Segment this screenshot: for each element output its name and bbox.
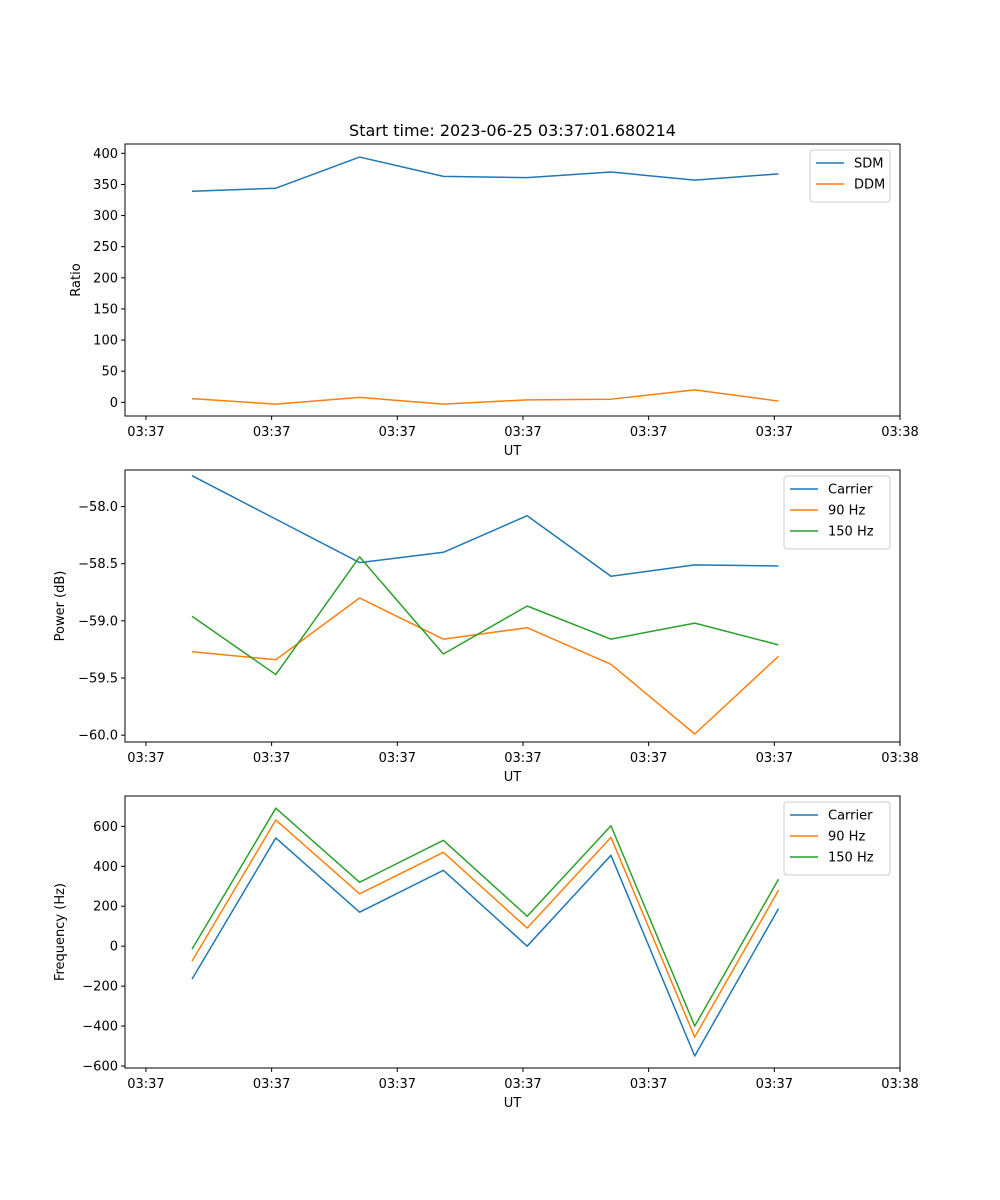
x-tick-label: 03:37	[630, 751, 667, 766]
x-tick-label: 03:37	[504, 751, 541, 766]
y-tick-label: 400	[93, 147, 118, 162]
x-tick-label: 03:37	[756, 1077, 793, 1092]
y-tick-label: −58.5	[78, 557, 118, 572]
x-tick-label: 03:37	[127, 751, 164, 766]
x-tick-label: 03:37	[379, 751, 416, 766]
x-tick-label: 03:37	[253, 751, 290, 766]
chart-panel-1: 03:37 03:37 03:37 03:37 03:37 03:37 03:38 0 50 10…	[69, 121, 919, 459]
x-axis-label: UT	[504, 1096, 522, 1111]
series-line-90-hz	[191, 819, 780, 1038]
x-axis-label: UT	[504, 444, 522, 459]
y-tick-label: 200	[93, 900, 118, 915]
y-tick-label: 350	[93, 178, 118, 193]
y-tick-label: 150	[93, 302, 118, 317]
x-tick-label: 03:37	[127, 425, 164, 440]
x-tick-label: 03:37	[253, 1077, 290, 1092]
x-tick-label: 03:38	[881, 1077, 918, 1092]
series-line-carrier	[191, 475, 779, 578]
y-tick-label: −600	[82, 1060, 118, 1075]
x-tick-label: 03:37	[379, 425, 416, 440]
y-tick-label: −58.0	[78, 500, 118, 515]
chart-title: Start time: 2023-06-25 03:37:01.680214	[349, 121, 676, 140]
legend-label: Carrier	[828, 809, 873, 824]
y-axis-label: Ratio	[69, 263, 84, 296]
series-line-150-hz	[191, 556, 779, 676]
y-tick-label: 50	[101, 365, 118, 380]
y-tick-label: −59.0	[78, 614, 118, 629]
x-tick-label: 03:37	[756, 425, 793, 440]
x-tick-label: 03:38	[881, 425, 918, 440]
chart-panel-3: 03:37 03:37 03:37 03:37 03:37 03:37 03:38 −600 −…	[53, 795, 919, 1111]
x-tick-label: 03:37	[756, 751, 793, 766]
legend-label: SDM	[854, 157, 883, 172]
y-tick-label: 600	[93, 820, 118, 835]
y-tick-label: −59.5	[78, 672, 118, 687]
axes-frame	[124, 469, 901, 743]
y-tick-label: 0	[110, 940, 118, 955]
x-tick-label: 03:37	[630, 1077, 667, 1092]
x-tick-label: 03:37	[504, 425, 541, 440]
y-tick-label: 0	[110, 396, 118, 411]
y-tick-label: −200	[82, 980, 118, 995]
series-line-150-hz	[191, 807, 780, 1027]
axes-frame	[124, 143, 901, 417]
y-tick-label: 200	[93, 271, 118, 286]
series-line-ddm	[191, 389, 779, 405]
legend-label: 150 Hz	[828, 851, 874, 866]
legend: Carrier 90 Hz 150 Hz	[783, 801, 891, 876]
x-tick-label: 03:37	[379, 1077, 416, 1092]
x-tick-label: 03:37	[253, 425, 290, 440]
y-tick-label: 250	[93, 240, 118, 255]
y-tick-label: 300	[93, 209, 118, 224]
x-tick-label: 03:37	[127, 1077, 164, 1092]
series-line-90-hz	[191, 597, 780, 735]
y-tick-label: 400	[93, 860, 118, 875]
y-axis-label: Frequency (Hz)	[53, 883, 68, 981]
y-tick-label: −60.0	[78, 729, 118, 744]
legend-label: 150 Hz	[828, 525, 874, 540]
legend-label: DDM	[854, 178, 885, 193]
legend: Carrier 90 Hz 150 Hz	[783, 475, 891, 550]
y-tick-label: 100	[93, 334, 118, 349]
x-tick-label: 03:38	[881, 751, 918, 766]
y-axis-label: Power (dB)	[53, 571, 68, 642]
axes-frame	[124, 795, 901, 1069]
series-line-sdm	[192, 156, 779, 193]
x-tick-label: 03:37	[630, 425, 667, 440]
legend-label: Carrier	[828, 483, 873, 498]
x-axis-label: UT	[504, 770, 522, 785]
x-tick-label: 03:37	[504, 1077, 541, 1092]
legend-label: 90 Hz	[828, 504, 865, 519]
chart-panel-2: 03:37 03:37 03:37 03:37 03:37 03:37 03:38 −60.0…	[53, 469, 919, 785]
series-line-carrier	[191, 837, 780, 1057]
legend-label: 90 Hz	[828, 830, 865, 845]
legend: SDM DDM	[809, 149, 891, 203]
y-tick-label: −400	[82, 1020, 118, 1035]
